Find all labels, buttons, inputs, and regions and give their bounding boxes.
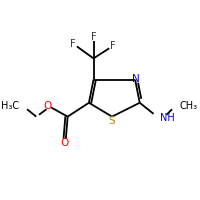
Text: N: N [132, 74, 140, 84]
Text: H₃C: H₃C [1, 101, 19, 111]
Text: O: O [43, 101, 51, 111]
Text: F: F [70, 39, 76, 49]
Text: O: O [61, 138, 69, 148]
Text: S: S [109, 116, 115, 126]
Text: CH₃: CH₃ [179, 101, 198, 111]
Text: F: F [110, 41, 116, 51]
Text: F: F [91, 32, 96, 42]
Text: NH: NH [160, 113, 175, 123]
